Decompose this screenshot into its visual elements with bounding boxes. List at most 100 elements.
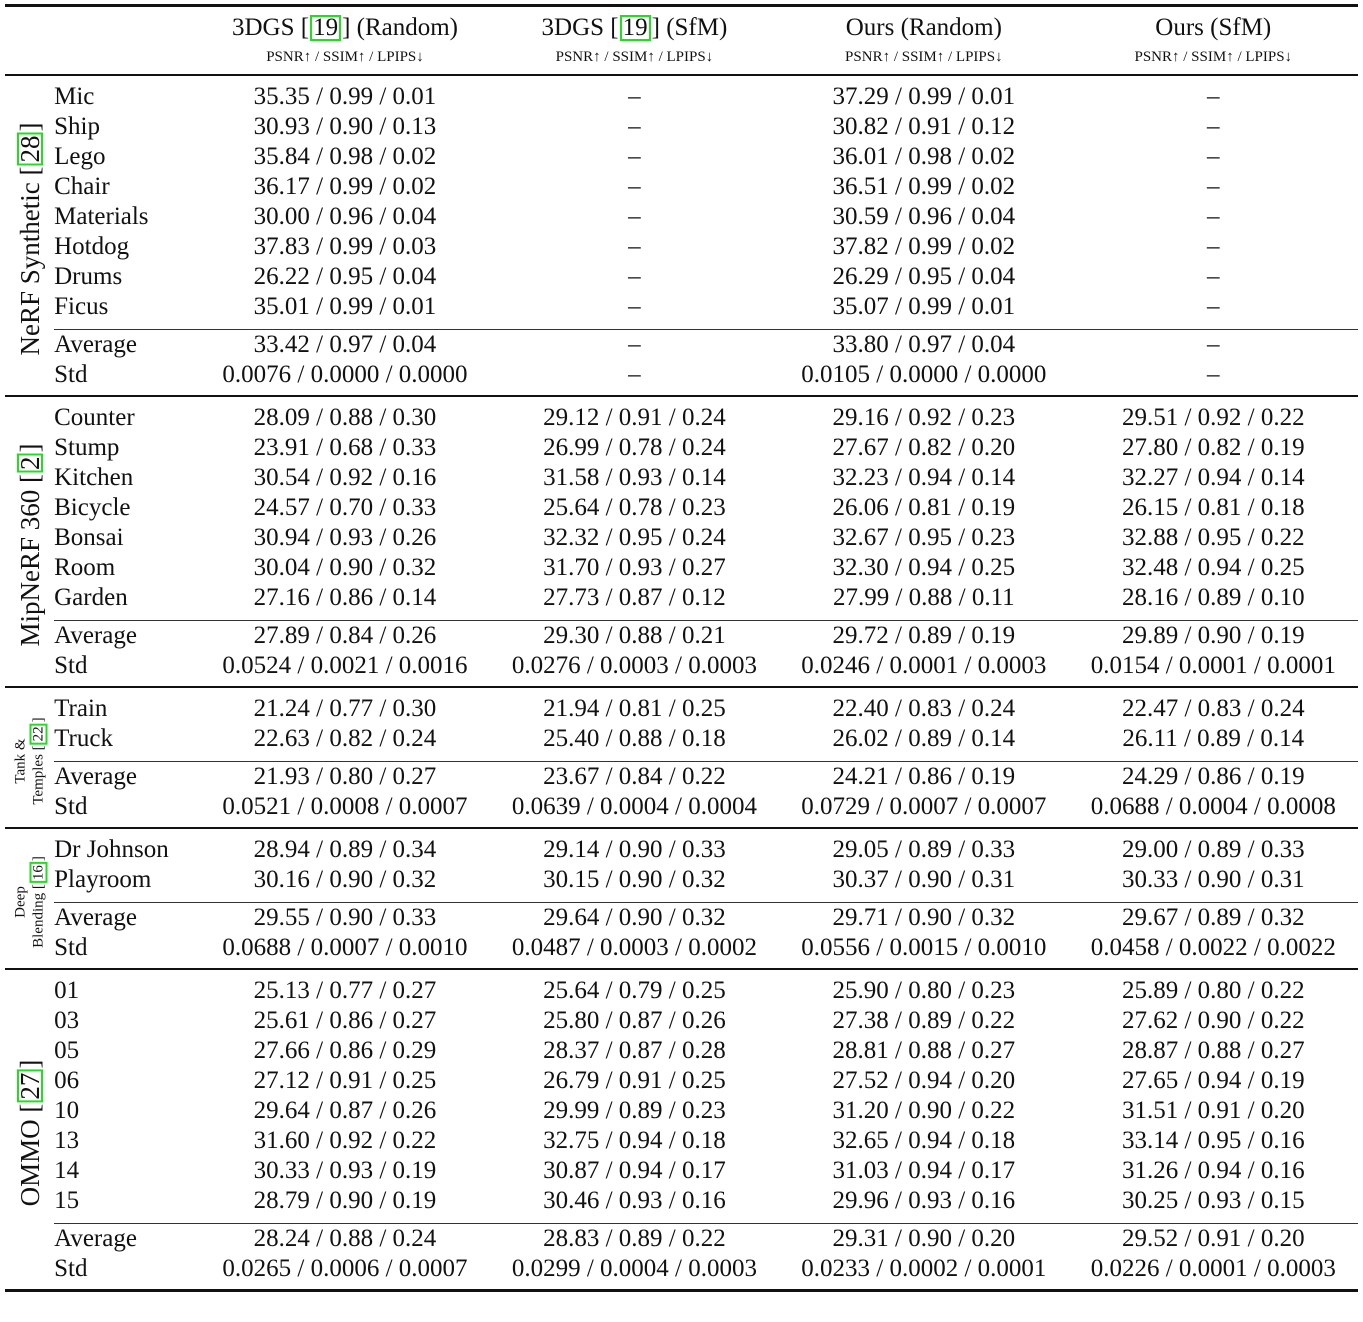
metric-cell: 29.05 / 0.89 / 0.33 bbox=[832, 836, 1016, 863]
summary-row: Average 27.89 / 0.84 / 0.26 29.30 / 0.88 /… bbox=[5, 621, 1358, 651]
metric-cell: 30.54 / 0.92 / 0.16 bbox=[253, 464, 437, 491]
metric-label: PSNR↑ / SSIM↑ / LPIPS↓ bbox=[266, 49, 424, 65]
metric-cell: 31.60 / 0.92 / 0.22 bbox=[253, 1127, 437, 1154]
scene-name: Kitchen bbox=[54, 464, 134, 491]
metric-cell: 25.64 / 0.78 / 0.23 bbox=[543, 494, 726, 521]
metric-cell: 36.01 / 0.98 / 0.02 bbox=[832, 143, 1016, 170]
metric-cell: 24.29 / 0.86 / 0.19 bbox=[1121, 763, 1305, 790]
metric-cell: 30.82 / 0.91 / 0.12 bbox=[832, 113, 1016, 140]
citation-link[interactable]: 22 bbox=[29, 722, 48, 744]
citation-link[interactable]: 27 bbox=[15, 1069, 45, 1103]
table-row: Tank & Temples [22] Train 21.24 / 0.77 / 0.… bbox=[5, 694, 1358, 804]
metric-cell: 21.93 / 0.80 / 0.27 bbox=[253, 763, 437, 790]
dataset-label: OMMO [27] bbox=[14, 1059, 45, 1206]
metric-cell: 28.16 / 0.89 / 0.10 bbox=[1121, 584, 1305, 611]
metric-cell: 30.87 / 0.94 / 0.17 bbox=[543, 1157, 726, 1184]
metric-cell: 0.0105 / 0.0000 / 0.0000 bbox=[801, 361, 1047, 388]
table-row: Hotdog 37.83 / 0.99 / 0.03 – 37.82 / 0.99 /… bbox=[5, 232, 1358, 262]
metric-cell: – bbox=[1207, 331, 1220, 358]
metric-cell: 31.20 / 0.90 / 0.22 bbox=[832, 1097, 1016, 1124]
metric-cell: – bbox=[1207, 83, 1220, 110]
scene-name: 10 bbox=[54, 1097, 80, 1124]
metric-cell: 31.03 / 0.94 / 0.17 bbox=[832, 1157, 1016, 1184]
metric-cell: 28.87 / 0.88 / 0.27 bbox=[1121, 1037, 1305, 1064]
summary-row: Std 0.0265 / 0.0006 / 0.0007 0.0299 / 0.00… bbox=[5, 1254, 1358, 1284]
metric-cell: 23.91 / 0.68 / 0.33 bbox=[253, 434, 437, 461]
scene-name: 03 bbox=[54, 1007, 80, 1034]
metric-cell: – bbox=[1207, 173, 1220, 200]
table-row: Ficus 35.01 / 0.99 / 0.01 – 35.07 / 0.99 / … bbox=[5, 292, 1358, 322]
metric-cell: – bbox=[1207, 293, 1220, 320]
metric-cell: 23.67 / 0.84 / 0.22 bbox=[543, 763, 726, 790]
metric-cell: 36.51 / 0.99 / 0.02 bbox=[832, 173, 1016, 200]
metric-cell: 32.27 / 0.94 / 0.14 bbox=[1121, 464, 1305, 491]
metric-cell: 29.14 / 0.90 / 0.33 bbox=[543, 836, 726, 863]
metric-cell: 25.64 / 0.79 / 0.25 bbox=[543, 977, 726, 1004]
citation-link[interactable]: 2 bbox=[15, 452, 45, 473]
metric-cell: 29.51 / 0.92 / 0.22 bbox=[1121, 404, 1305, 431]
metric-cell: 29.67 / 0.89 / 0.32 bbox=[1121, 904, 1305, 931]
top-rule bbox=[5, 4, 1358, 8]
metric-cell: 26.29 / 0.95 / 0.04 bbox=[832, 263, 1016, 290]
metric-cell: 27.89 / 0.84 / 0.26 bbox=[253, 622, 437, 649]
table-row: 06 27.12 / 0.91 / 0.25 26.79 / 0.91 / 0.25… bbox=[5, 1066, 1358, 1096]
metric-header-row: PSNR↑ / SSIM↑ / LPIPS↓ PSNR↑ / SSIM↑ / L… bbox=[5, 44, 1358, 75]
summary-rule bbox=[5, 1223, 1358, 1224]
scene-name: Average bbox=[54, 763, 137, 790]
group-label-nerf-synthetic: NeRF Synthetic [28] bbox=[5, 82, 54, 396]
metric-cell: 0.0246 / 0.0001 / 0.0003 bbox=[801, 652, 1047, 679]
summary-row: Average 21.93 / 0.80 / 0.27 23.67 / 0.84 /… bbox=[5, 762, 1358, 792]
metric-cell: 0.0265 / 0.0006 / 0.0007 bbox=[222, 1255, 468, 1282]
metric-cell: 26.79 / 0.91 / 0.25 bbox=[543, 1067, 726, 1094]
metric-cell: – bbox=[1207, 361, 1220, 388]
metric-cell: – bbox=[628, 263, 641, 290]
metric-cell: 21.94 / 0.81 / 0.25 bbox=[543, 695, 726, 722]
metric-cell: 31.26 / 0.94 / 0.16 bbox=[1121, 1157, 1305, 1184]
metric-cell: 27.62 / 0.90 / 0.22 bbox=[1121, 1007, 1305, 1034]
column-header-ours-sfm: Ours (SfM) bbox=[1155, 14, 1272, 41]
dataset-label: MipNeRF 360 [2] bbox=[14, 442, 45, 647]
metric-cell: 25.61 / 0.86 / 0.27 bbox=[253, 1007, 437, 1034]
metric-cell: 35.35 / 0.99 / 0.01 bbox=[253, 83, 437, 110]
scene-name: Lego bbox=[54, 143, 106, 170]
summary-row: Std 0.0076 / 0.0000 / 0.0000 – 0.0105 / 0.0… bbox=[5, 360, 1358, 390]
citation-link[interactable]: 28 bbox=[15, 132, 45, 165]
metric-cell: 32.23 / 0.94 / 0.14 bbox=[832, 464, 1016, 491]
scene-name: Std bbox=[54, 793, 88, 820]
table-row: Truck 22.63 / 0.82 / 0.24 25.40 / 0.88 / 0… bbox=[5, 724, 1358, 754]
scene-name: Average bbox=[54, 1225, 137, 1252]
metric-cell: 29.96 / 0.93 / 0.16 bbox=[832, 1187, 1016, 1214]
citation-link[interactable]: 19 bbox=[310, 15, 342, 41]
metric-cell: 25.40 / 0.88 / 0.18 bbox=[543, 725, 726, 752]
citation-link[interactable]: 16 bbox=[29, 861, 48, 883]
metric-cell: – bbox=[628, 83, 641, 110]
metric-cell: 25.89 / 0.80 / 0.22 bbox=[1121, 977, 1305, 1004]
table-row: OMMO [27] 01 25.13 / 0.77 / 0.27 25.64 / 0.… bbox=[5, 976, 1358, 1206]
table-row: NeRF Synthetic [28] Mic 35.35 / 0.99 / 0.0… bbox=[5, 82, 1358, 355]
metric-cell: 30.93 / 0.90 / 0.13 bbox=[253, 113, 437, 140]
results-table: 3DGS [19] (Random) 3DGS [19] (SfM) Ours … bbox=[5, 4, 1358, 1293]
scene-name: Mic bbox=[54, 83, 95, 110]
metric-cell: 29.72 / 0.89 / 0.19 bbox=[832, 622, 1016, 649]
summary-row: Average 29.55 / 0.90 / 0.33 29.64 / 0.90 /… bbox=[5, 903, 1358, 933]
group-label-tank-temples: Tank & Temples [22] bbox=[5, 694, 54, 828]
citation-link[interactable]: 19 bbox=[619, 15, 651, 41]
metric-cell: 29.16 / 0.92 / 0.23 bbox=[832, 404, 1016, 431]
metric-cell: 0.0299 / 0.0004 / 0.0003 bbox=[511, 1255, 757, 1282]
metric-cell: 26.22 / 0.95 / 0.04 bbox=[253, 263, 437, 290]
metric-cell: 35.01 / 0.99 / 0.01 bbox=[253, 293, 437, 320]
metric-cell: 33.80 / 0.97 / 0.04 bbox=[832, 331, 1016, 358]
metric-cell: 29.31 / 0.90 / 0.20 bbox=[832, 1225, 1016, 1252]
metric-cell: 25.90 / 0.80 / 0.23 bbox=[832, 977, 1016, 1004]
metric-cell: 0.0233 / 0.0002 / 0.0001 bbox=[801, 1255, 1047, 1282]
metric-cell: 29.64 / 0.87 / 0.26 bbox=[253, 1097, 437, 1124]
table-row: Bonsai 30.94 / 0.93 / 0.26 32.32 / 0.95 / … bbox=[5, 523, 1358, 553]
metric-cell: – bbox=[1207, 233, 1220, 260]
metric-cell: 29.12 / 0.91 / 0.24 bbox=[543, 404, 726, 431]
metric-cell: 28.83 / 0.89 / 0.22 bbox=[543, 1225, 726, 1252]
metric-cell: – bbox=[628, 113, 641, 140]
metric-cell: 32.30 / 0.94 / 0.25 bbox=[832, 554, 1016, 581]
metric-cell: – bbox=[628, 361, 641, 388]
metric-cell: 30.94 / 0.93 / 0.26 bbox=[253, 524, 437, 551]
metric-cell: – bbox=[628, 293, 641, 320]
